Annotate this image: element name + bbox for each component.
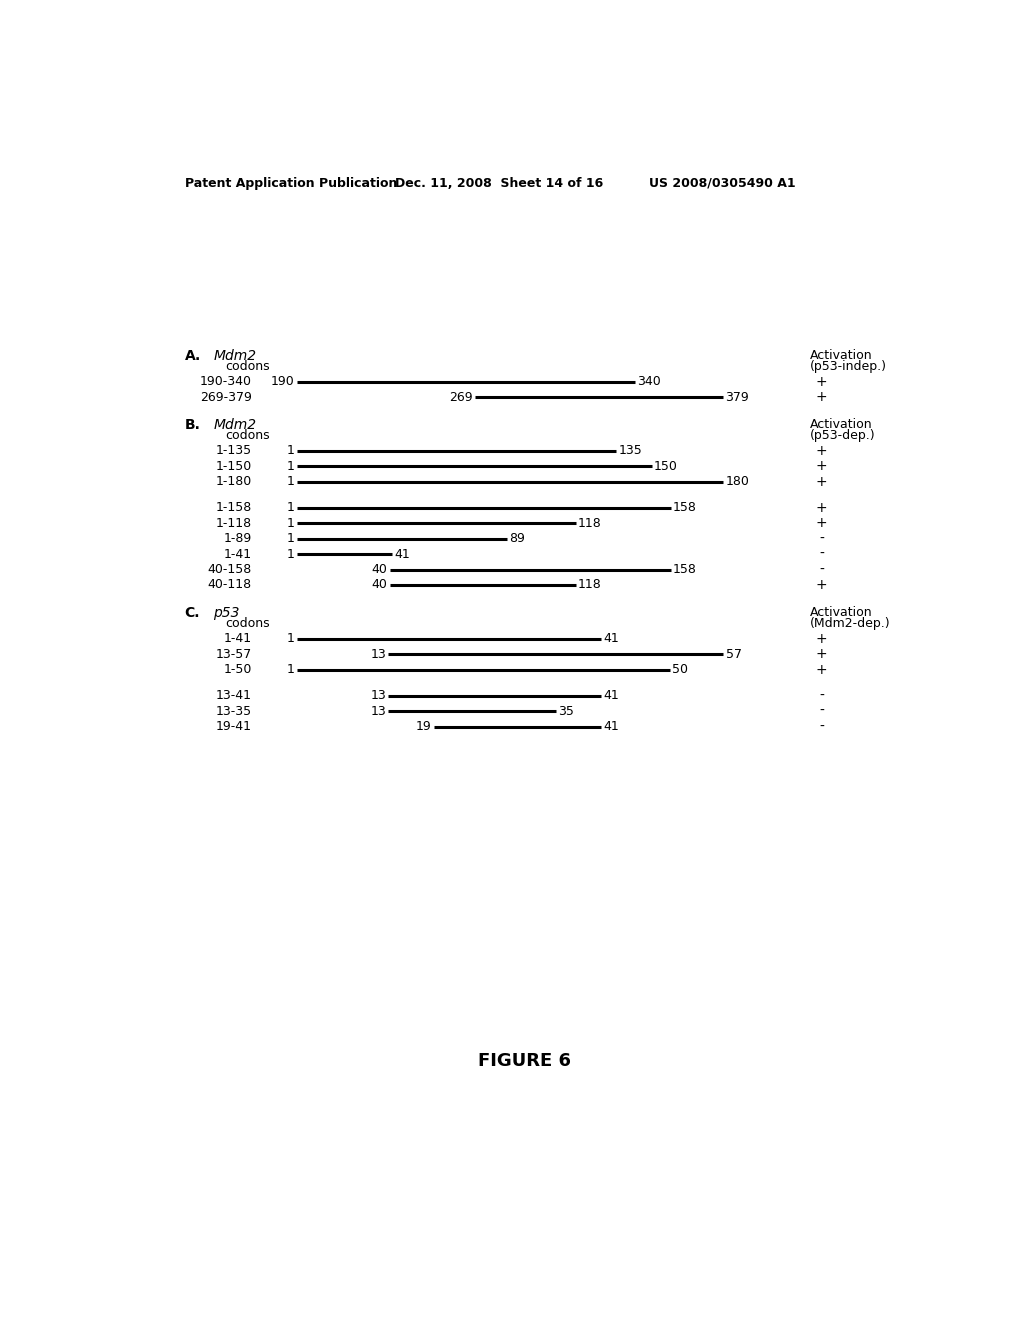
Text: 158: 158 <box>673 564 697 576</box>
Text: Mdm2: Mdm2 <box>213 418 256 432</box>
Text: +: + <box>816 502 827 515</box>
Text: (p53-dep.): (p53-dep.) <box>810 429 876 442</box>
Text: +: + <box>816 647 827 661</box>
Text: 1-135: 1-135 <box>216 445 252 458</box>
Text: Patent Application Publication: Patent Application Publication <box>184 177 397 190</box>
Text: Activation: Activation <box>810 348 872 362</box>
Text: 1: 1 <box>287 445 295 458</box>
Text: 190: 190 <box>271 375 295 388</box>
Text: codons: codons <box>225 360 269 372</box>
Text: 57: 57 <box>726 648 741 661</box>
Text: 269-379: 269-379 <box>200 391 252 404</box>
Text: 50: 50 <box>672 663 688 676</box>
Text: 13: 13 <box>371 689 386 702</box>
Text: 1: 1 <box>287 632 295 645</box>
Text: 41: 41 <box>604 689 620 702</box>
Text: 19: 19 <box>416 721 432 733</box>
Text: C.: C. <box>184 606 200 619</box>
Text: B.: B. <box>184 418 201 432</box>
Text: 1-180: 1-180 <box>216 475 252 488</box>
Text: US 2008/0305490 A1: US 2008/0305490 A1 <box>649 177 796 190</box>
Text: (Mdm2-dep.): (Mdm2-dep.) <box>810 616 891 630</box>
Text: 13-57: 13-57 <box>216 648 252 661</box>
Text: 1: 1 <box>287 548 295 561</box>
Text: 89: 89 <box>509 532 524 545</box>
Text: p53: p53 <box>213 606 240 619</box>
Text: +: + <box>816 444 827 458</box>
Text: 379: 379 <box>726 391 750 404</box>
Text: +: + <box>816 632 827 645</box>
Text: 1: 1 <box>287 517 295 529</box>
Text: 1: 1 <box>287 532 295 545</box>
Text: 1-50: 1-50 <box>223 663 252 676</box>
Text: -: - <box>819 719 824 734</box>
Text: 190-340: 190-340 <box>200 375 252 388</box>
Text: +: + <box>816 663 827 677</box>
Text: A.: A. <box>184 348 201 363</box>
Text: 41: 41 <box>394 548 411 561</box>
Text: 150: 150 <box>654 459 678 473</box>
Text: 118: 118 <box>578 578 602 591</box>
Text: 40-158: 40-158 <box>208 564 252 576</box>
Text: 1: 1 <box>287 502 295 515</box>
Text: +: + <box>816 475 827 488</box>
Text: 13: 13 <box>371 648 386 661</box>
Text: Activation: Activation <box>810 418 872 432</box>
Text: +: + <box>816 578 827 591</box>
Text: 19-41: 19-41 <box>216 721 252 733</box>
Text: Activation: Activation <box>810 606 872 619</box>
Text: 40: 40 <box>372 564 387 576</box>
Text: Mdm2: Mdm2 <box>213 348 256 363</box>
Text: 1-41: 1-41 <box>224 632 252 645</box>
Text: 269: 269 <box>450 391 473 404</box>
Text: 13-41: 13-41 <box>216 689 252 702</box>
Text: 340: 340 <box>638 375 662 388</box>
Text: -: - <box>819 532 824 545</box>
Text: 1-158: 1-158 <box>216 502 252 515</box>
Text: -: - <box>819 689 824 702</box>
Text: +: + <box>816 391 827 404</box>
Text: 1: 1 <box>287 475 295 488</box>
Text: 40-118: 40-118 <box>208 578 252 591</box>
Text: FIGURE 6: FIGURE 6 <box>478 1052 571 1069</box>
Text: 35: 35 <box>558 705 573 718</box>
Text: 1: 1 <box>287 663 295 676</box>
Text: 158: 158 <box>673 502 697 515</box>
Text: 1-89: 1-89 <box>224 532 252 545</box>
Text: 13: 13 <box>371 705 386 718</box>
Text: +: + <box>816 375 827 388</box>
Text: (p53-indep.): (p53-indep.) <box>810 360 887 372</box>
Text: 118: 118 <box>578 517 602 529</box>
Text: 1-118: 1-118 <box>216 517 252 529</box>
Text: 41: 41 <box>604 632 620 645</box>
Text: 40: 40 <box>372 578 387 591</box>
Text: 1: 1 <box>287 459 295 473</box>
Text: codons: codons <box>225 616 269 630</box>
Text: 13-35: 13-35 <box>216 705 252 718</box>
Text: 1-150: 1-150 <box>216 459 252 473</box>
Text: Dec. 11, 2008  Sheet 14 of 16: Dec. 11, 2008 Sheet 14 of 16 <box>395 177 603 190</box>
Text: 180: 180 <box>726 475 750 488</box>
Text: -: - <box>819 562 824 577</box>
Text: 135: 135 <box>618 445 642 458</box>
Text: 1-41: 1-41 <box>224 548 252 561</box>
Text: +: + <box>816 516 827 531</box>
Text: 41: 41 <box>604 721 620 733</box>
Text: codons: codons <box>225 429 269 442</box>
Text: -: - <box>819 705 824 718</box>
Text: -: - <box>819 548 824 561</box>
Text: +: + <box>816 459 827 474</box>
